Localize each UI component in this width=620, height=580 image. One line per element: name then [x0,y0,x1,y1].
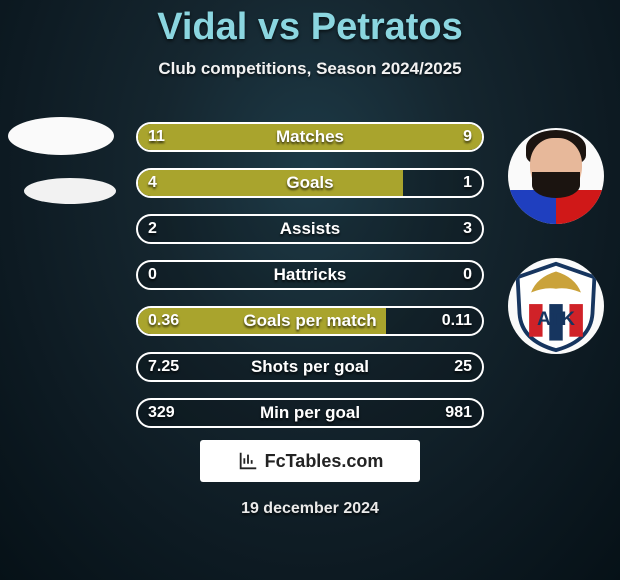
stat-value-left: 0 [148,262,157,288]
stat-value-right: 981 [445,400,472,426]
stat-label: Assists [138,216,482,242]
stat-value-left: 329 [148,400,175,426]
stat-value-right: 1 [463,170,472,196]
player2-club-crest: ATK [508,258,604,354]
stat-label: Hattricks [138,262,482,288]
snapshot-date: 19 december 2024 [0,500,620,518]
stat-row: Goals4 1 [136,168,484,198]
brand-text: FcTables.com [265,451,384,472]
stat-row: Min per goal329 981 [136,398,484,428]
stat-label: Goals [138,170,482,196]
stat-row: Shots per goal7.25 25 [136,352,484,382]
stat-value-right: 3 [463,216,472,242]
comparison-bars: Matches11 9 Goals4 1 Assists2 3 Hattricks0 0 Goa… [136,122,484,444]
stat-value-left: 7.25 [148,354,179,380]
stat-value-right: 0.11 [442,308,472,334]
stat-value-right: 9 [463,124,472,150]
stat-row: Assists2 3 [136,214,484,244]
stat-value-right: 0 [463,262,472,288]
svg-text:ATK: ATK [537,309,575,330]
brand-badge: FcTables.com [200,440,420,482]
stat-value-left: 4 [148,170,157,196]
player2-avatar [508,128,604,224]
stat-label: Matches [138,124,482,150]
chart-icon [237,450,259,472]
player1-club-placeholder [24,178,116,204]
stat-label: Shots per goal [138,354,482,380]
stat-row: Goals per match0.36 0.11 [136,306,484,336]
comparison-subtitle: Club competitions, Season 2024/2025 [0,59,620,79]
stat-row: Hattricks0 0 [136,260,484,290]
stat-value-left: 11 [148,124,165,150]
stat-value-left: 0.36 [148,308,179,334]
player1-avatar-placeholder [8,117,114,155]
stat-row: Matches11 9 [136,122,484,152]
stat-value-left: 2 [148,216,157,242]
stat-label: Goals per match [138,308,482,334]
stat-value-right: 25 [454,354,472,380]
stat-label: Min per goal [138,400,482,426]
comparison-title: Vidal vs Petratos [0,0,620,49]
